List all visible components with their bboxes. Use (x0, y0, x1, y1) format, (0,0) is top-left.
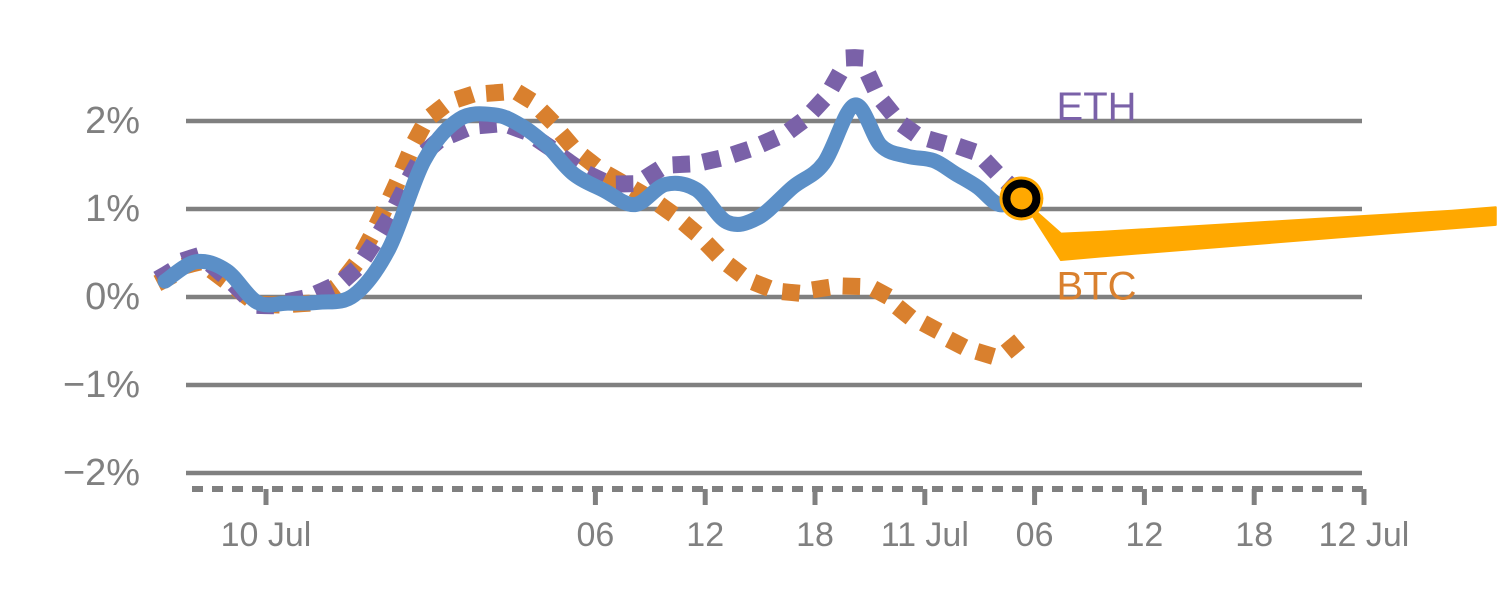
y-axis-tick-labels: 2% 1% 0% −1% −2% (63, 100, 140, 494)
y-tick-label-4: −2% (63, 452, 140, 494)
x-tick-label-0: 10 Jul (221, 516, 312, 554)
x-axis-tick-marks (263, 489, 1367, 505)
y-tick-label-0: 2% (85, 100, 140, 142)
y-tick-label-3: −1% (63, 364, 140, 406)
series-path-btc (153, 83, 1034, 365)
btc-label: BTC (1057, 265, 1137, 309)
x-axis-tick-labels: 10 Jul 06 12 18 11 Jul 06 12 18 12 Jul (221, 516, 1410, 554)
y-tick-label-2: 0% (85, 276, 140, 318)
marker-ring[interactable] (1002, 179, 1041, 218)
forecast-band-index (1020, 197, 1497, 262)
eth-label: ETH (1057, 85, 1137, 129)
x-tick-label-2: 12 (686, 516, 724, 554)
x-tick-label-3: 18 (796, 516, 834, 554)
current-value-marker[interactable] (999, 176, 1044, 221)
x-tick-label-7: 18 (1235, 516, 1273, 554)
series-eth-dotted (153, 49, 1034, 315)
x-tick-label-8: 12 Jul (1319, 516, 1410, 554)
x-tick-label-6: 12 (1125, 516, 1163, 554)
x-tick-label-5: 06 (1016, 516, 1054, 554)
y-tick-label-1: 1% (85, 188, 140, 230)
x-tick-label-4: 11 Jul (881, 516, 969, 554)
series-path-index (157, 97, 1029, 313)
x-tick-label-1: 06 (576, 516, 614, 554)
series-path-eth (153, 49, 1034, 315)
forecast-cone-polygon (1020, 197, 1497, 262)
series-index-line (157, 97, 1029, 313)
series-btc-dotted (153, 83, 1034, 365)
series-annotations-group: ETHBTCIndex (1057, 85, 1137, 309)
